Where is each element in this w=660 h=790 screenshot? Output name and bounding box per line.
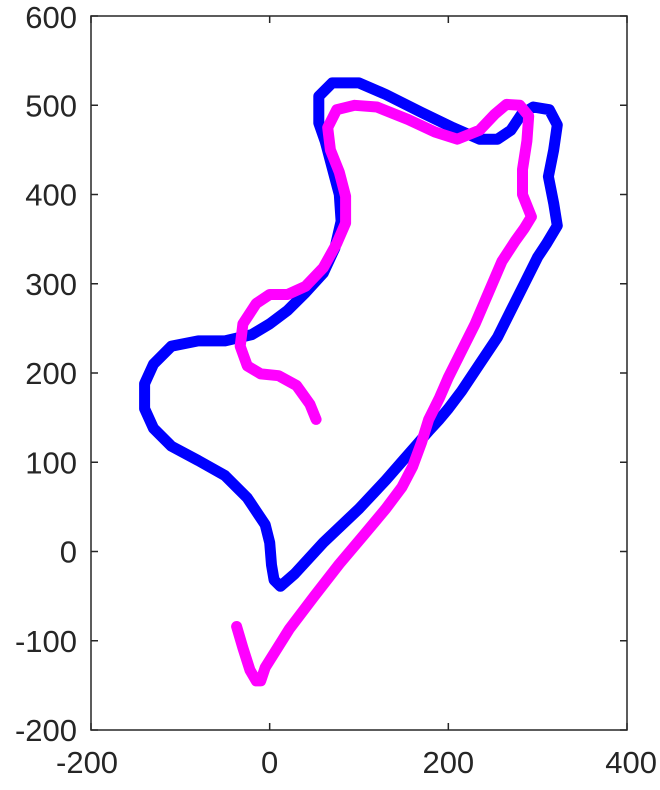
x-tick-label-3: 400 — [605, 745, 657, 780]
x-tick-label-1: 0 — [261, 745, 278, 780]
x-tick-label-2: 200 — [422, 745, 474, 780]
y-tick-label-1: -100 — [15, 624, 77, 659]
y-tick-label-4: 200 — [25, 356, 77, 391]
y-tick-label-6: 400 — [25, 178, 77, 213]
y-tick-label-0: -200 — [15, 713, 77, 748]
plot-area-frame — [90, 15, 628, 731]
series-line-1 — [231, 98, 537, 687]
x-tick-label-0: -200 — [56, 745, 118, 780]
y-tick-label-8: 600 — [25, 0, 77, 35]
series-line-0 — [139, 77, 563, 592]
y-tick-label-3: 100 — [25, 445, 77, 480]
y-tick-label-7: 500 — [25, 88, 77, 123]
y-tick-label-5: 300 — [25, 267, 77, 302]
y-tick-label-2: 0 — [60, 535, 77, 570]
